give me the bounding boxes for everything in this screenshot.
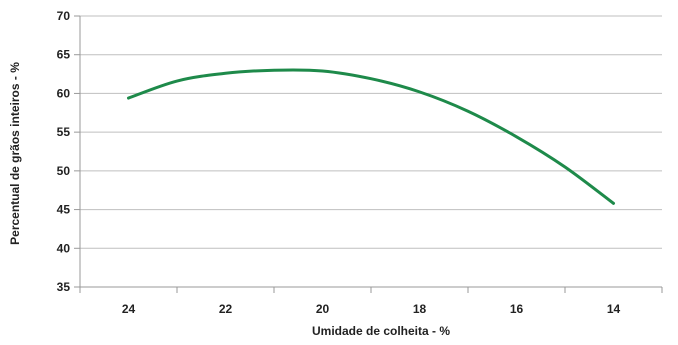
y-tick-label: 60	[57, 86, 71, 100]
axes	[74, 15, 663, 293]
x-axis-title: Umidade de colheita - %	[312, 324, 450, 338]
x-tick-label: 20	[316, 302, 330, 316]
x-tick-label: 22	[219, 302, 233, 316]
x-tick-label: 16	[510, 302, 524, 316]
grid-lines	[80, 15, 662, 249]
y-axis-title: Percentual de grãos inteiros - %	[8, 62, 22, 245]
x-tick-label: 14	[607, 302, 621, 316]
y-tick-label: 65	[57, 48, 71, 62]
y-tick-label: 70	[57, 9, 71, 23]
y-tick-label: 35	[57, 280, 71, 294]
series-layer	[127, 68, 615, 205]
y-tick-label: 45	[57, 203, 71, 217]
y-tick-label: 50	[57, 164, 71, 178]
x-tick-label: 24	[122, 302, 136, 316]
y-tick-label: 40	[57, 241, 71, 255]
x-tick-label: 18	[413, 302, 427, 316]
y-tick-label: 55	[57, 125, 71, 139]
series-line	[127, 68, 615, 205]
tick-labels: 35 40 45 50 55 60 65 70 24 22 20 18 16 14	[57, 9, 621, 316]
